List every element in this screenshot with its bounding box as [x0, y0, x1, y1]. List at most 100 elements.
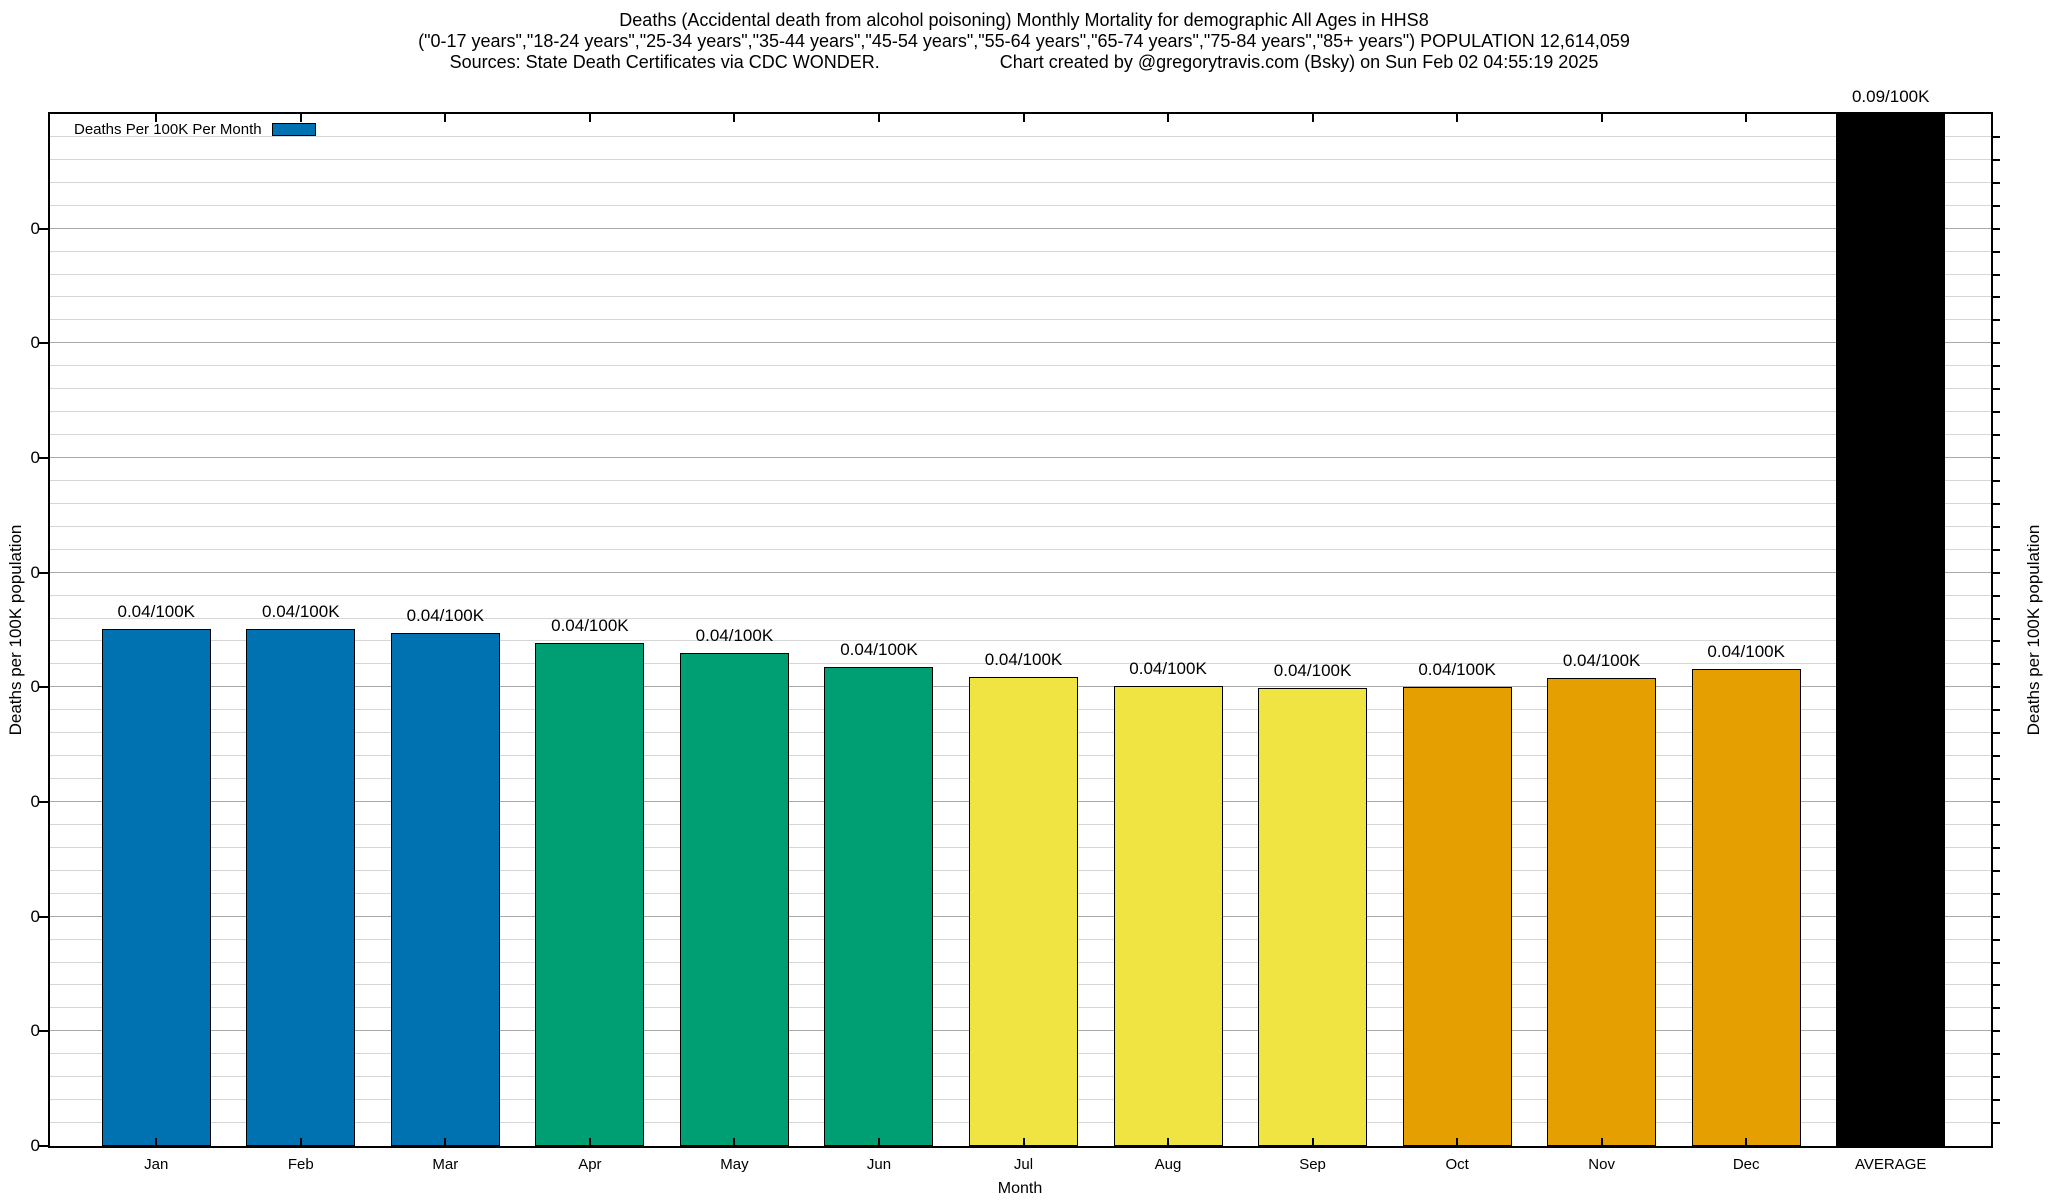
- y-axis-right-tick: [1991, 181, 2000, 184]
- gridline-minor: [50, 388, 1991, 390]
- gridline-major: [50, 571, 1991, 573]
- y-axis-left-tick: [39, 571, 50, 574]
- x-axis-tick-label-oct: Oct: [1445, 1156, 1469, 1173]
- gridline-minor: [50, 135, 1991, 137]
- y-axis-right-tick: [1991, 250, 2000, 253]
- x-axis-top-tick: [1311, 114, 1314, 122]
- gridline-minor: [50, 479, 1991, 481]
- x-axis-bottom-tick: [444, 1138, 447, 1146]
- y-axis-right-tick: [1991, 273, 2000, 276]
- x-axis-bottom-tick: [1745, 1138, 1748, 1146]
- gridline-minor: [50, 411, 1991, 413]
- y-axis-right-tick: [1991, 801, 2000, 803]
- y-axis-tick-label: 0: [30, 906, 40, 926]
- x-axis-tick-label-jan: Jan: [144, 1156, 169, 1173]
- y-axis-right-tick: [1991, 365, 2000, 368]
- y-axis-tick-label: 0: [30, 1021, 40, 1041]
- y-axis-right-tick: [1991, 502, 2000, 505]
- bar-value-label: 0.04/100K: [551, 615, 629, 635]
- x-axis-top-tick: [1022, 114, 1025, 122]
- y-axis-right-tick: [1991, 732, 2000, 735]
- x-axis-top-tick: [877, 114, 880, 122]
- bar-value-label: 0.04/100K: [262, 601, 340, 621]
- y-axis-right-tick: [1991, 342, 2000, 345]
- bar-value-label: 0.04/100K: [1707, 642, 1785, 661]
- bar-oct: [1402, 687, 1512, 1146]
- y-axis-right-tick: [1991, 686, 2000, 689]
- gridline-minor: [50, 525, 1991, 527]
- x-axis-bottom-tick: [1311, 1138, 1314, 1146]
- bar-value-label: 0.04/100K: [1418, 660, 1496, 680]
- gridline-minor: [50, 502, 1991, 504]
- y-axis-tick-label: 0: [30, 1136, 40, 1155]
- y-axis-right-tick: [1991, 846, 2000, 849]
- y-axis-left-tick: [39, 1145, 50, 1147]
- x-axis-bottom-tick: [155, 1138, 158, 1146]
- x-axis-tick-labels: Jan Feb Mar Apr May Jun Jul Aug Sep Oct Nov Dec AVER…: [48, 1156, 1993, 1176]
- x-axis-tick-label-nov: Nov: [1588, 1156, 1615, 1173]
- y-axis-right-tick: [1991, 709, 2000, 712]
- y-axis-right-tick: [1991, 411, 2000, 414]
- x-axis-top-tick: [299, 114, 302, 122]
- x-axis-top-tick: [155, 114, 158, 122]
- gridline-minor: [50, 204, 1991, 206]
- y-axis-right-tick: [1991, 1053, 2000, 1056]
- legend: Deaths Per 100K Per Month: [74, 121, 316, 138]
- gridline-major: [50, 457, 1991, 458]
- chart-sources: Sources: State Death Certificates via CD…: [449, 52, 880, 72]
- x-axis-tick-label-aug: Aug: [1154, 1156, 1182, 1173]
- chart-credits-line: Sources: State Death Certificates via CD…: [0, 52, 2048, 73]
- y-axis-right-tick: [1991, 823, 2000, 826]
- x-axis-bottom-tick: [1167, 1138, 1170, 1146]
- bar-jul: [969, 677, 1078, 1146]
- x-axis-bottom-tick: [1889, 1138, 1892, 1146]
- bar-average: [1836, 114, 1946, 1146]
- x-axis-top-tick: [444, 114, 447, 122]
- y-axis-right-tick: [1991, 204, 2000, 207]
- y-axis-right-tick: [1991, 1007, 2000, 1010]
- y-axis-right-tick: [1991, 640, 2000, 643]
- gridline-minor: [50, 663, 1991, 665]
- y-axis-right-tick: [1991, 1099, 2000, 1102]
- x-axis-bottom-tick: [588, 1138, 591, 1146]
- y-axis-right-tick: [1991, 135, 2000, 138]
- x-axis-bottom-tick: [877, 1138, 880, 1146]
- bar-value-label: 0.04/100K: [1129, 659, 1207, 679]
- x-axis-tick-label-sep: Sep: [1299, 1156, 1326, 1173]
- y-axis-left-tick: [39, 801, 50, 803]
- y-axis-right-tick: [1991, 938, 2000, 941]
- y-axis-tick-label: 0: [30, 448, 40, 467]
- x-axis-tick-label-may: May: [720, 1156, 749, 1173]
- x-axis-tick-label-jun: Jun: [866, 1156, 892, 1173]
- y-axis-left-tick: [39, 686, 50, 689]
- y-axis-tick-label: 0: [30, 562, 40, 582]
- y-axis-label-left: Deaths per 100K population: [6, 524, 25, 736]
- x-axis-tick-label-dec: Dec: [1732, 1156, 1760, 1173]
- bar-jun: [824, 666, 934, 1146]
- y-axis-right-tick: [1991, 319, 2000, 322]
- bar-value-label: 0.04/100K: [695, 625, 774, 645]
- x-axis-bottom-tick: [1600, 1138, 1603, 1146]
- bar-value-label: 0.04/100K: [406, 606, 485, 626]
- y-axis-tick-label: 0: [30, 792, 40, 811]
- gridline-minor: [50, 158, 1991, 160]
- y-axis-right-tick: [1991, 755, 2000, 758]
- y-axis-right-tick: [1991, 1030, 2000, 1033]
- bar-apr: [535, 642, 645, 1146]
- y-axis-right-tick: [1991, 1076, 2000, 1079]
- y-axis-left-tick: [39, 227, 50, 230]
- y-axis-right-tick: [1991, 961, 2000, 964]
- chart-subtitle: ("0-17 years","18-24 years","25-34 years…: [418, 31, 1630, 51]
- gridline-minor: [50, 273, 1991, 275]
- y-axis-right-tick: [1991, 778, 2000, 781]
- bar-sep: [1258, 688, 1368, 1146]
- x-axis-top-tick: [733, 114, 736, 122]
- gridline-major: [50, 342, 1991, 344]
- x-axis-bottom-tick: [733, 1138, 736, 1146]
- x-axis-tick-label-jul: Jul: [1013, 1156, 1034, 1173]
- x-axis-tick-label-average: AVERAGE: [1855, 1156, 1927, 1173]
- y-axis-right-tick: [1991, 296, 2000, 299]
- bar-value-label: 0.04/100K: [840, 639, 918, 659]
- gridline-minor: [50, 296, 1991, 298]
- y-axis-left-tick: [39, 915, 50, 918]
